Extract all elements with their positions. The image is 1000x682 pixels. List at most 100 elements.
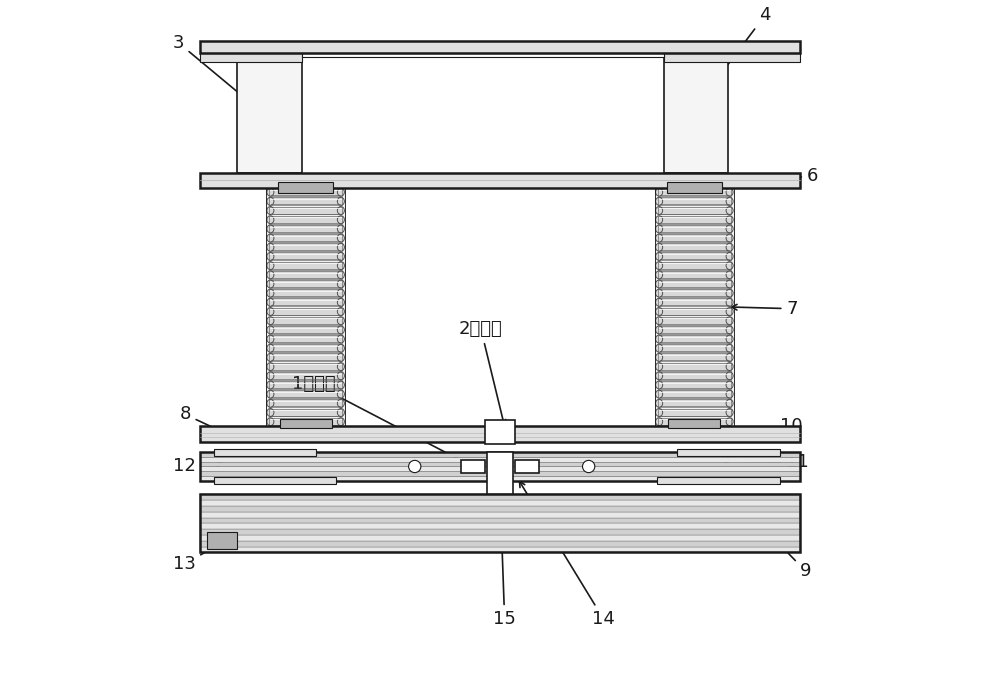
Bar xyxy=(658,225,731,233)
Ellipse shape xyxy=(267,308,274,316)
Bar xyxy=(658,316,731,325)
Ellipse shape xyxy=(656,289,663,297)
Ellipse shape xyxy=(267,289,274,297)
Ellipse shape xyxy=(656,326,663,333)
Ellipse shape xyxy=(656,243,663,251)
Bar xyxy=(269,243,342,251)
Ellipse shape xyxy=(337,417,344,426)
Ellipse shape xyxy=(267,271,274,279)
Text: 2号材料: 2号材料 xyxy=(459,320,506,426)
Bar xyxy=(658,207,731,214)
Ellipse shape xyxy=(267,225,274,233)
Bar xyxy=(200,494,800,552)
Bar xyxy=(302,53,664,57)
Bar xyxy=(658,409,731,417)
Bar xyxy=(269,271,342,279)
Bar xyxy=(485,420,515,444)
Bar xyxy=(200,501,800,506)
Ellipse shape xyxy=(337,252,344,261)
Ellipse shape xyxy=(726,381,733,389)
Bar xyxy=(200,53,302,62)
Bar xyxy=(269,197,342,205)
Bar xyxy=(269,381,342,389)
Ellipse shape xyxy=(726,197,733,205)
Bar xyxy=(269,372,342,380)
Ellipse shape xyxy=(656,400,663,407)
Ellipse shape xyxy=(726,316,733,325)
Ellipse shape xyxy=(726,400,733,407)
Ellipse shape xyxy=(726,353,733,361)
Bar xyxy=(658,243,731,251)
Bar xyxy=(658,298,731,306)
Bar xyxy=(658,197,731,205)
Ellipse shape xyxy=(267,344,274,352)
Ellipse shape xyxy=(337,197,344,205)
Ellipse shape xyxy=(656,316,663,325)
Ellipse shape xyxy=(726,308,733,316)
Bar xyxy=(269,216,342,224)
Bar xyxy=(269,353,342,361)
Text: 11: 11 xyxy=(723,453,809,471)
Ellipse shape xyxy=(726,417,733,426)
Bar xyxy=(667,182,722,193)
Bar xyxy=(677,449,780,456)
Ellipse shape xyxy=(337,363,344,370)
Bar xyxy=(200,471,800,476)
Bar xyxy=(200,173,800,188)
Bar xyxy=(664,53,728,173)
Ellipse shape xyxy=(726,216,733,224)
Ellipse shape xyxy=(726,335,733,343)
Bar xyxy=(269,308,342,316)
Ellipse shape xyxy=(656,252,663,261)
Bar xyxy=(269,344,342,352)
Bar xyxy=(269,289,342,297)
Bar xyxy=(269,216,342,224)
Ellipse shape xyxy=(337,243,344,251)
Ellipse shape xyxy=(267,298,274,306)
Bar xyxy=(664,53,800,62)
Ellipse shape xyxy=(726,363,733,370)
Ellipse shape xyxy=(726,262,733,269)
Ellipse shape xyxy=(337,298,344,306)
Text: 15: 15 xyxy=(493,496,516,628)
Bar xyxy=(658,252,731,261)
Ellipse shape xyxy=(656,381,663,389)
Ellipse shape xyxy=(726,326,733,333)
Bar xyxy=(269,381,342,389)
Bar xyxy=(269,197,342,205)
Ellipse shape xyxy=(656,188,663,196)
Bar xyxy=(269,326,342,333)
Bar xyxy=(487,452,513,494)
Ellipse shape xyxy=(726,289,733,297)
Bar xyxy=(658,216,731,224)
Bar xyxy=(269,353,342,361)
Bar xyxy=(658,271,731,279)
Bar xyxy=(658,381,731,389)
Ellipse shape xyxy=(267,363,274,370)
Bar xyxy=(269,390,342,398)
Ellipse shape xyxy=(337,390,344,398)
Bar xyxy=(668,419,720,428)
Circle shape xyxy=(409,460,421,473)
Bar xyxy=(200,541,800,547)
Bar xyxy=(269,271,342,279)
Bar xyxy=(658,335,731,343)
Ellipse shape xyxy=(267,316,274,325)
Bar xyxy=(658,188,731,196)
Bar xyxy=(658,298,731,306)
Ellipse shape xyxy=(656,234,663,242)
Bar xyxy=(658,280,731,288)
Bar xyxy=(269,326,342,333)
Ellipse shape xyxy=(337,280,344,288)
Bar xyxy=(658,363,731,370)
Bar xyxy=(269,234,342,242)
Text: 13: 13 xyxy=(173,544,218,574)
Ellipse shape xyxy=(337,344,344,352)
Bar xyxy=(658,308,731,316)
Text: 9: 9 xyxy=(762,527,812,580)
Circle shape xyxy=(583,460,595,473)
Bar xyxy=(658,353,731,361)
Ellipse shape xyxy=(726,207,733,214)
Bar xyxy=(658,409,731,417)
Bar xyxy=(658,335,731,343)
